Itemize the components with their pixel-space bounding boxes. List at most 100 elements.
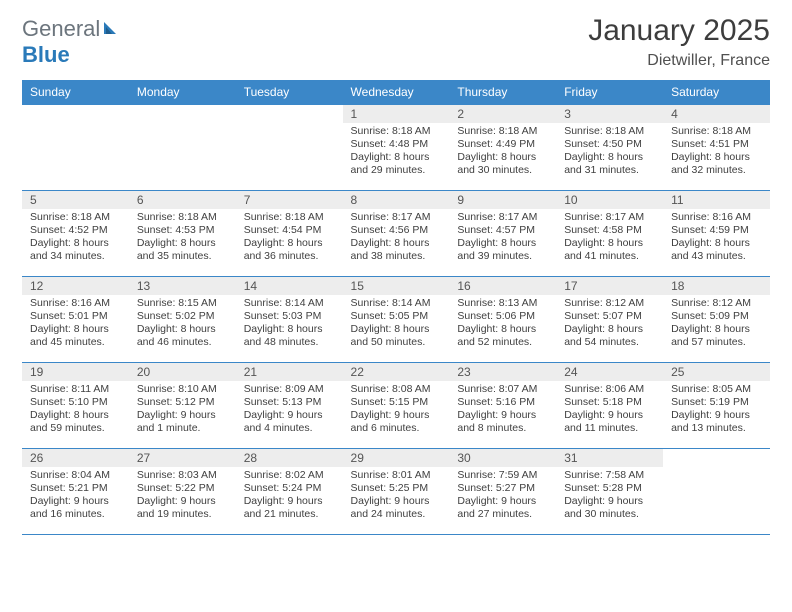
daylight-line: Daylight: 8 hours and 41 minutes. — [564, 237, 655, 263]
daylight-line: Daylight: 9 hours and 19 minutes. — [137, 495, 228, 521]
day-details: Sunrise: 8:17 AMSunset: 4:56 PMDaylight:… — [343, 209, 450, 268]
calendar-row: 19Sunrise: 8:11 AMSunset: 5:10 PMDayligh… — [22, 363, 770, 449]
brand-logo: General Blue — [22, 16, 120, 68]
day-details: Sunrise: 8:09 AMSunset: 5:13 PMDaylight:… — [236, 381, 343, 440]
sunrise-line: Sunrise: 8:18 AM — [30, 211, 121, 224]
day-details: Sunrise: 8:14 AMSunset: 5:03 PMDaylight:… — [236, 295, 343, 354]
daylight-line: Daylight: 8 hours and 31 minutes. — [564, 151, 655, 177]
day-number: 11 — [663, 191, 770, 209]
daylight-line: Daylight: 8 hours and 48 minutes. — [244, 323, 335, 349]
day-cell: 20Sunrise: 8:10 AMSunset: 5:12 PMDayligh… — [129, 363, 236, 449]
day-number: 3 — [556, 105, 663, 123]
day-number: 28 — [236, 449, 343, 467]
day-cell: 9Sunrise: 8:17 AMSunset: 4:57 PMDaylight… — [449, 191, 556, 277]
day-number: 23 — [449, 363, 556, 381]
sunrise-line: Sunrise: 8:04 AM — [30, 469, 121, 482]
day-cell: 10 Sunrise: 8:17 AMSunset: 4:58 PMDayligh… — [556, 191, 663, 277]
daylight-line: Daylight: 9 hours and 8 minutes. — [457, 409, 548, 435]
daylight-line: Daylight: 9 hours and 16 minutes. — [30, 495, 121, 521]
sunrise-line: Sunrise: 8:12 AM — [564, 297, 655, 310]
day-number: 16 — [449, 277, 556, 295]
calendar-row: 12Sunrise: 8:16 AMSunset: 5:01 PMDayligh… — [22, 277, 770, 363]
sunset-line: Sunset: 5:12 PM — [137, 396, 228, 409]
sunset-line: Sunset: 5:25 PM — [351, 482, 442, 495]
day-cell: 2Sunrise: 8:18 AMSunset: 4:49 PMDaylight… — [449, 105, 556, 191]
day-details: Sunrise: 8:06 AMSunset: 5:18 PMDaylight:… — [556, 381, 663, 440]
daylight-line: Daylight: 8 hours and 30 minutes. — [457, 151, 548, 177]
day-details: Sunrise: 7:59 AMSunset: 5:27 PMDaylight:… — [449, 467, 556, 526]
sunset-line: Sunset: 5:05 PM — [351, 310, 442, 323]
daylight-line: Daylight: 8 hours and 32 minutes. — [671, 151, 762, 177]
day-number: 1 — [343, 105, 450, 123]
day-cell: 14Sunrise: 8:14 AMSunset: 5:03 PMDayligh… — [236, 277, 343, 363]
day-details: Sunrise: 8:14 AMSunset: 5:05 PMDaylight:… — [343, 295, 450, 354]
day-cell: 25Sunrise: 8:05 AMSunset: 5:19 PMDayligh… — [663, 363, 770, 449]
day-cell: 12Sunrise: 8:16 AMSunset: 5:01 PMDayligh… — [22, 277, 129, 363]
day-details: Sunrise: 8:16 AMSunset: 5:01 PMDaylight:… — [22, 295, 129, 354]
weekday-header: Wednesday — [343, 80, 450, 105]
daylight-line: Daylight: 8 hours and 52 minutes. — [457, 323, 548, 349]
daylight-line: Daylight: 9 hours and 1 minute. — [137, 409, 228, 435]
day-cell: 27Sunrise: 8:03 AMSunset: 5:22 PMDayligh… — [129, 449, 236, 535]
day-details: Sunrise: 8:16 AMSunset: 4:59 PMDaylight:… — [663, 209, 770, 268]
day-cell: 8Sunrise: 8:17 AMSunset: 4:56 PMDaylight… — [343, 191, 450, 277]
day-details: Sunrise: 8:05 AMSunset: 5:19 PMDaylight:… — [663, 381, 770, 440]
day-number: 10 — [556, 191, 663, 209]
day-number: 13 — [129, 277, 236, 295]
sunrise-line: Sunrise: 8:18 AM — [137, 211, 228, 224]
day-number: 14 — [236, 277, 343, 295]
calendar-row: 26Sunrise: 8:04 AMSunset: 5:21 PMDayligh… — [22, 449, 770, 535]
day-number: 19 — [22, 363, 129, 381]
day-number: 18 — [663, 277, 770, 295]
empty-cell — [129, 105, 236, 191]
day-number: 22 — [343, 363, 450, 381]
sunrise-line: Sunrise: 7:59 AM — [457, 469, 548, 482]
day-details: Sunrise: 8:18 AMSunset: 4:50 PMDaylight:… — [556, 123, 663, 182]
day-cell: 7Sunrise: 8:18 AMSunset: 4:54 PMDaylight… — [236, 191, 343, 277]
daylight-line: Daylight: 9 hours and 4 minutes. — [244, 409, 335, 435]
sunset-line: Sunset: 5:06 PM — [457, 310, 548, 323]
day-number: 21 — [236, 363, 343, 381]
weekday-header: Thursday — [449, 80, 556, 105]
daylight-line: Daylight: 8 hours and 57 minutes. — [671, 323, 762, 349]
day-cell: 6Sunrise: 8:18 AMSunset: 4:53 PMDaylight… — [129, 191, 236, 277]
day-details: Sunrise: 8:04 AMSunset: 5:21 PMDaylight:… — [22, 467, 129, 526]
sunrise-line: Sunrise: 8:18 AM — [671, 125, 762, 138]
day-details: Sunrise: 8:13 AMSunset: 5:06 PMDaylight:… — [449, 295, 556, 354]
sunrise-line: Sunrise: 8:13 AM — [457, 297, 548, 310]
weekday-header: Saturday — [663, 80, 770, 105]
sunrise-line: Sunrise: 7:58 AM — [564, 469, 655, 482]
day-details: Sunrise: 8:18 AMSunset: 4:52 PMDaylight:… — [22, 209, 129, 268]
sunset-line: Sunset: 4:58 PM — [564, 224, 655, 237]
day-number: 26 — [22, 449, 129, 467]
day-cell: 18Sunrise: 8:12 AMSunset: 5:09 PMDayligh… — [663, 277, 770, 363]
sunset-line: Sunset: 5:28 PM — [564, 482, 655, 495]
sunrise-line: Sunrise: 8:17 AM — [564, 211, 655, 224]
day-details: Sunrise: 8:18 AMSunset: 4:51 PMDaylight:… — [663, 123, 770, 182]
sunset-line: Sunset: 5:22 PM — [137, 482, 228, 495]
day-number: 17 — [556, 277, 663, 295]
sunset-line: Sunset: 4:52 PM — [30, 224, 121, 237]
daylight-line: Daylight: 9 hours and 21 minutes. — [244, 495, 335, 521]
daylight-line: Daylight: 8 hours and 45 minutes. — [30, 323, 121, 349]
sunrise-line: Sunrise: 8:16 AM — [671, 211, 762, 224]
sunrise-line: Sunrise: 8:01 AM — [351, 469, 442, 482]
title-block: January 2025 Dietwiller, France — [588, 14, 770, 70]
day-details: Sunrise: 8:03 AMSunset: 5:22 PMDaylight:… — [129, 467, 236, 526]
sunset-line: Sunset: 5:01 PM — [30, 310, 121, 323]
sunset-line: Sunset: 5:10 PM — [30, 396, 121, 409]
day-details: Sunrise: 8:08 AMSunset: 5:15 PMDaylight:… — [343, 381, 450, 440]
day-cell: 22Sunrise: 8:08 AMSunset: 5:15 PMDayligh… — [343, 363, 450, 449]
sunset-line: Sunset: 5:18 PM — [564, 396, 655, 409]
day-cell: 31Sunrise: 7:58 AMSunset: 5:28 PMDayligh… — [556, 449, 663, 535]
sunrise-line: Sunrise: 8:02 AM — [244, 469, 335, 482]
sunset-line: Sunset: 5:09 PM — [671, 310, 762, 323]
daylight-line: Daylight: 8 hours and 38 minutes. — [351, 237, 442, 263]
calendar-table: SundayMondayTuesdayWednesdayThursdayFrid… — [22, 80, 770, 535]
day-number: 12 — [22, 277, 129, 295]
empty-cell — [663, 449, 770, 535]
day-details: Sunrise: 8:18 AMSunset: 4:53 PMDaylight:… — [129, 209, 236, 268]
daylight-line: Daylight: 9 hours and 6 minutes. — [351, 409, 442, 435]
day-cell: 17Sunrise: 8:12 AMSunset: 5:07 PMDayligh… — [556, 277, 663, 363]
sunset-line: Sunset: 5:07 PM — [564, 310, 655, 323]
